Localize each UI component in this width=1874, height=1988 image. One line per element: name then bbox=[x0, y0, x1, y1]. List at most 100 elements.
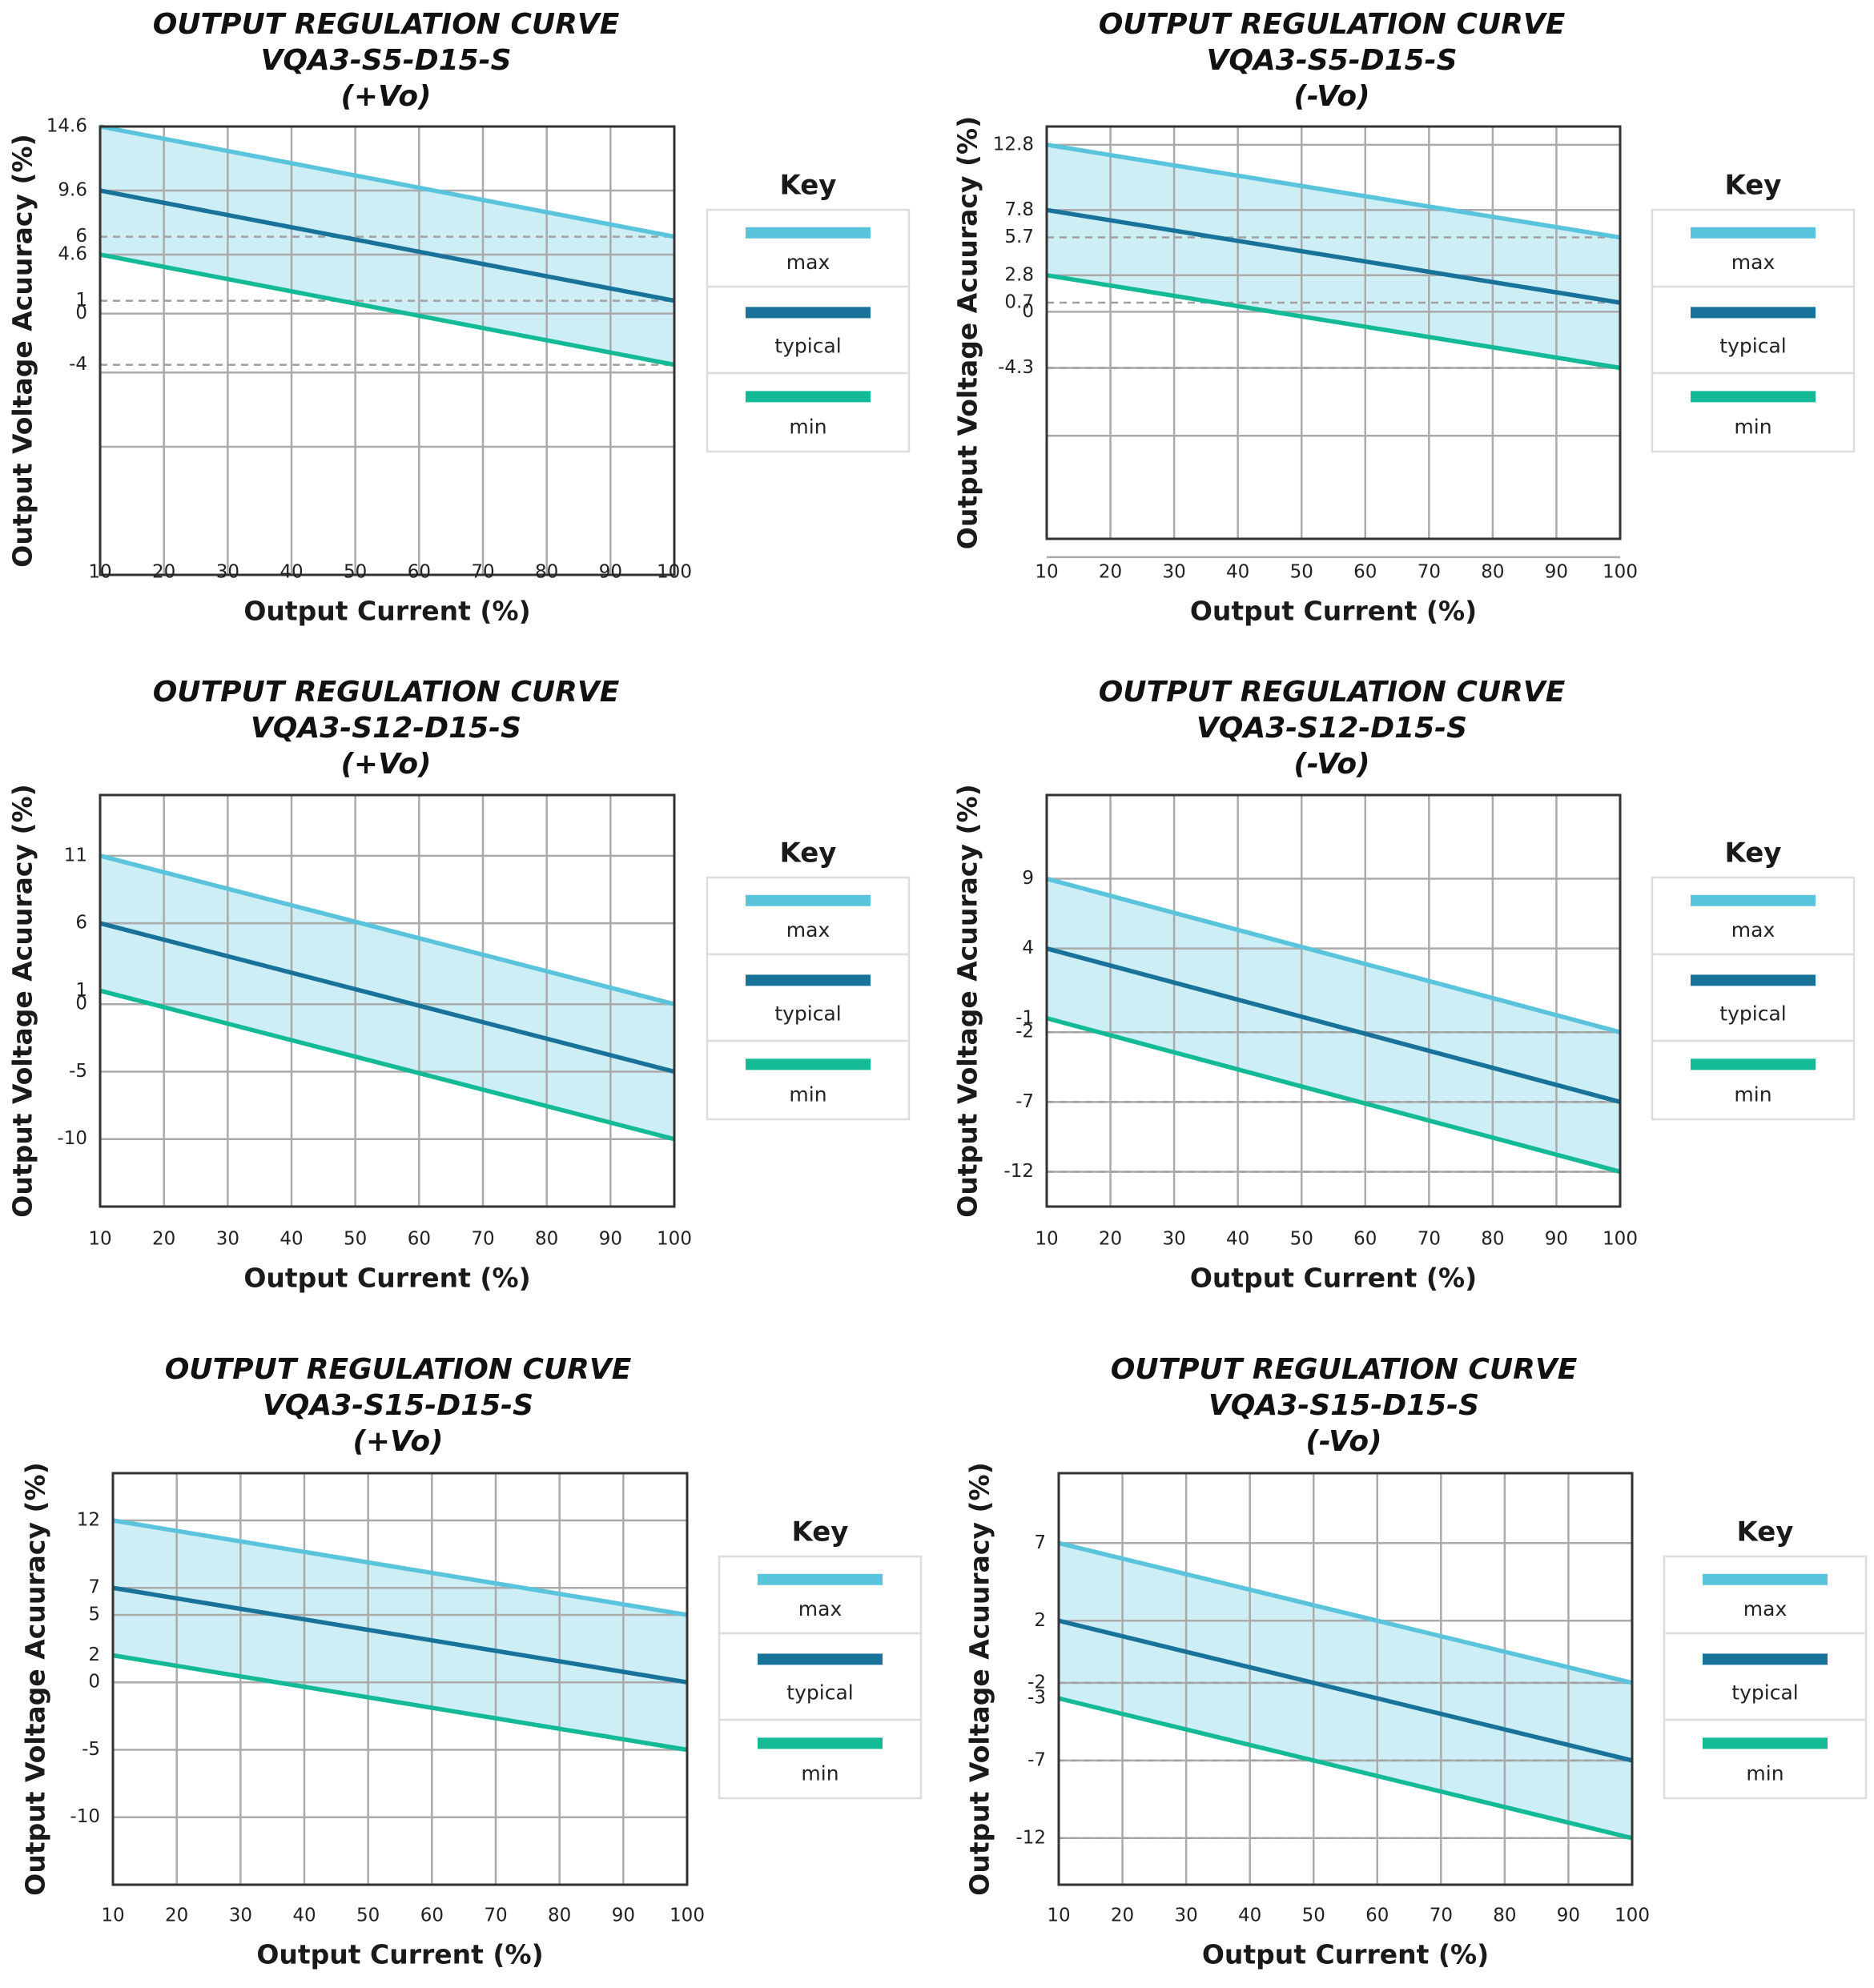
chart-panel-5: OUTPUT REGULATION CURVEVQA3-S15-D15-S(+V… bbox=[20, 1353, 923, 1970]
chart-panel-2: OUTPUT REGULATION CURVEVQA3-S5-D15-S(-Vo… bbox=[952, 8, 1856, 627]
chart-title-line-1: OUTPUT REGULATION CURVE bbox=[165, 1353, 632, 1386]
legend-entry-box bbox=[718, 1555, 923, 1635]
legend-title: Key bbox=[1725, 170, 1782, 202]
legend-label-min: min bbox=[789, 416, 826, 439]
x-tick-label: 30 bbox=[229, 1906, 252, 1926]
legend-label-typical: typical bbox=[1719, 335, 1786, 358]
chart-title-line-2: VQA3-S15-D15-S bbox=[1208, 1389, 1479, 1422]
x-tick-label: 90 bbox=[1545, 562, 1568, 583]
y-tick-label: -7 bbox=[1015, 1091, 1034, 1112]
x-tick-label: 90 bbox=[1545, 1229, 1568, 1250]
x-tick-label: 40 bbox=[292, 1906, 316, 1926]
x-tick-label: 60 bbox=[408, 562, 431, 583]
y-tick-label: 5.7 bbox=[1004, 227, 1034, 247]
chart-panel-4: OUTPUT REGULATION CURVEVQA3-S12-D15-S(-V… bbox=[952, 676, 1856, 1294]
x-tick-label: 10 bbox=[88, 1229, 111, 1250]
y-axis-label: Output Voltage Acuuracy (%) bbox=[20, 1462, 51, 1895]
x-tick-label: 30 bbox=[1162, 562, 1185, 583]
x-tick-label: 80 bbox=[535, 562, 558, 583]
x-axis-label: Output Current (%) bbox=[1190, 1263, 1477, 1294]
x-tick-label: 50 bbox=[1290, 562, 1313, 583]
x-tick-label: 90 bbox=[599, 1229, 622, 1250]
legend-title: Key bbox=[780, 837, 837, 869]
chart-title-line-3: (-Vo) bbox=[1305, 1425, 1381, 1458]
x-axis-label: Output Current (%) bbox=[243, 1263, 530, 1294]
x-tick-label: 40 bbox=[1226, 1229, 1249, 1250]
y-tick-label: 9.6 bbox=[58, 180, 87, 201]
y-axis-label: Output Voltage Acuuracy (%) bbox=[964, 1462, 995, 1895]
plot-frame bbox=[1057, 1472, 1634, 1886]
legend-entry-box bbox=[1651, 1039, 1856, 1121]
y-tick-label: 0 bbox=[75, 994, 87, 1014]
x-tick-label: 40 bbox=[1226, 562, 1249, 583]
x-tick-label: 80 bbox=[1481, 562, 1504, 583]
legend-label-typical: typical bbox=[774, 1002, 841, 1026]
x-tick-label: 10 bbox=[88, 562, 111, 583]
y-tick-label: -5 bbox=[69, 1061, 87, 1082]
x-tick-label: 30 bbox=[216, 562, 239, 583]
series-line-typical bbox=[99, 921, 675, 1074]
series-line-max bbox=[99, 853, 675, 1006]
y-tick-label: 1 bbox=[75, 980, 87, 1001]
y-tick-label: 12.8 bbox=[993, 134, 1034, 155]
x-tick-label: 80 bbox=[535, 1229, 558, 1250]
series-line-typical bbox=[112, 1585, 688, 1685]
y-tick-label: -3 bbox=[1027, 1688, 1046, 1709]
y-tick-label: 2.8 bbox=[1004, 264, 1034, 285]
legend-label-max: max bbox=[1731, 251, 1775, 274]
chart-title-line-3: (+Vo) bbox=[340, 80, 431, 113]
y-axis-label: Output Voltage Acuuracy (%) bbox=[952, 784, 983, 1217]
chart-title-line-3: (+Vo) bbox=[352, 1425, 443, 1458]
x-tick-label: 10 bbox=[1035, 562, 1058, 583]
series-line-max bbox=[1058, 1540, 1633, 1685]
y-tick-label: 4.6 bbox=[58, 244, 87, 265]
legend-entry-box bbox=[1651, 876, 1856, 956]
x-tick-label: 30 bbox=[1162, 1229, 1185, 1250]
x-tick-label: 50 bbox=[344, 562, 367, 583]
y-tick-label: -10 bbox=[57, 1128, 87, 1149]
legend-label-min: min bbox=[1734, 416, 1771, 439]
legend-label-typical: typical bbox=[786, 1681, 853, 1705]
y-tick-label: -2 bbox=[1027, 1672, 1046, 1693]
y-tick-label: 6 bbox=[75, 913, 87, 934]
legend-title: Key bbox=[792, 1516, 849, 1548]
legend-entry-box bbox=[1651, 285, 1856, 375]
x-axis-label: Output Current (%) bbox=[1190, 596, 1477, 627]
chart-title-line-2: VQA3-S12-D15-S bbox=[251, 712, 521, 745]
series-line-min bbox=[99, 252, 675, 367]
x-tick-label: 20 bbox=[165, 1906, 188, 1926]
x-tick-label: 30 bbox=[216, 1229, 239, 1250]
x-tick-label: 80 bbox=[1481, 1229, 1504, 1250]
series-line-max bbox=[99, 124, 675, 239]
x-tick-label: 60 bbox=[1353, 1229, 1377, 1250]
chart-panel-6: OUTPUT REGULATION CURVEVQA3-S15-D15-S(-V… bbox=[964, 1353, 1868, 1970]
x-tick-label: 20 bbox=[152, 1229, 175, 1250]
x-tick-label: 70 bbox=[484, 1906, 507, 1926]
legend-label-max: max bbox=[786, 918, 830, 942]
legend-label-min: min bbox=[1746, 1762, 1784, 1785]
y-tick-label: -12 bbox=[1015, 1827, 1046, 1848]
x-tick-label: 60 bbox=[1353, 562, 1377, 583]
legend-entry-box bbox=[1663, 1632, 1868, 1721]
y-tick-label: 11 bbox=[64, 845, 87, 865]
x-tick-label: 100 bbox=[1603, 562, 1638, 583]
y-tick-label: -5 bbox=[82, 1739, 100, 1760]
legend-key: Key max typical min bbox=[1651, 170, 1856, 453]
x-tick-label: 70 bbox=[1418, 562, 1441, 583]
x-tick-label: 30 bbox=[1174, 1906, 1197, 1926]
x-tick-label: 60 bbox=[408, 1229, 431, 1250]
y-tick-label: 7.8 bbox=[1004, 199, 1034, 220]
legend-key: Key max typical min bbox=[718, 1516, 923, 1800]
series-line-max bbox=[112, 1518, 688, 1617]
y-tick-label: -4 bbox=[69, 354, 87, 375]
legend-entry-box bbox=[706, 1039, 911, 1121]
chart-title-line-2: VQA3-S5-D15-S bbox=[1206, 44, 1457, 77]
series-line-typical bbox=[1046, 207, 1621, 305]
legend-key: Key max typical min bbox=[1663, 1516, 1868, 1800]
chart-panel-1: OUTPUT REGULATION CURVEVQA3-S5-D15-S(+Vo… bbox=[7, 8, 911, 627]
legend-label-max: max bbox=[1743, 1597, 1787, 1621]
x-tick-label: 100 bbox=[657, 1229, 692, 1250]
x-tick-label: 50 bbox=[356, 1906, 380, 1926]
y-tick-label: 4 bbox=[1022, 938, 1034, 958]
legend-label-typical: typical bbox=[1731, 1681, 1798, 1705]
